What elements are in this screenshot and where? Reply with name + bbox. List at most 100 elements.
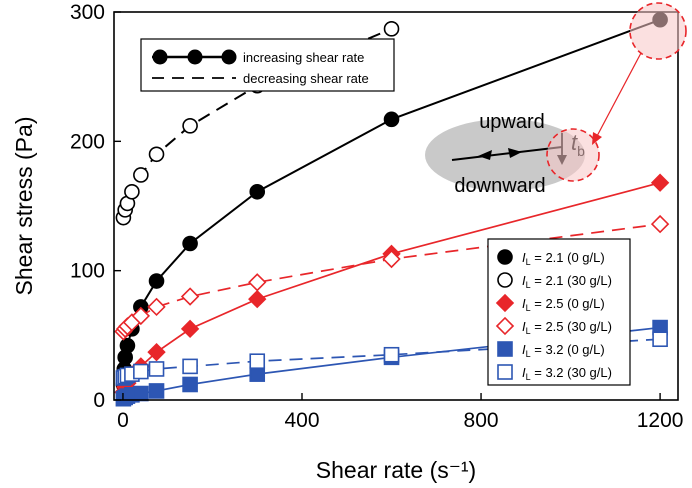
legend-label-rest: = 3.2 (0 g/L) (531, 342, 605, 357)
data-point (148, 361, 165, 377)
schematic-ellipse (425, 119, 585, 191)
legend-label-main: I (522, 342, 526, 357)
series-legend-item-6: IL = 3.2 (30 g/L) (497, 364, 612, 382)
data-point (180, 319, 200, 339)
series-legend-box (487, 238, 631, 386)
y-tick-label: 300 (70, 1, 105, 24)
series-legend-item-2: IL = 2.1 (30 g/L) (497, 272, 612, 290)
mode-legend-dot (152, 49, 168, 65)
mode-legend-dot (187, 49, 203, 65)
series-6 (115, 331, 668, 386)
x-tick-label: 0 (117, 409, 129, 432)
legend-label-sub: L (526, 257, 531, 267)
data-point (383, 346, 400, 363)
legend-marker (495, 316, 515, 336)
mode-legend-label-increasing: increasing shear rate (243, 50, 364, 65)
series-legend-item-1: IL = 2.1 (0 g/L) (497, 249, 605, 267)
data-point (382, 249, 401, 269)
series-legend: IL = 2.1 (0 g/L)IL = 2.1 (30 g/L)IL = 2.… (487, 238, 631, 386)
legend-label-rest: = 3.2 (30 g/L) (531, 365, 612, 380)
legend-label-sub: L (526, 372, 531, 382)
upward-label: upward (479, 111, 545, 133)
legend-label-rest: = 2.1 (30 g/L) (531, 273, 612, 288)
data-point (383, 111, 400, 128)
data-point (650, 214, 670, 234)
data-point (650, 173, 670, 192)
legend-label-rest: = 2.5 (30 g/L) (531, 319, 612, 334)
legend-label: IL = 3.2 (0 g/L) (522, 342, 605, 359)
data-point (119, 337, 136, 354)
zoom-connector (595, 52, 642, 139)
data-point (383, 21, 400, 37)
mode-legend: increasing shear rate decreasing shear r… (140, 38, 395, 92)
data-point (182, 358, 198, 375)
data-point (249, 353, 266, 370)
data-point (131, 306, 151, 326)
mode-legend-box (140, 38, 395, 92)
schematic-path-line (451, 146, 563, 161)
legend-marker (497, 272, 513, 288)
legend-label: IL = 2.1 (0 g/L) (522, 250, 605, 267)
legend-label: IL = 3.2 (30 g/L) (522, 365, 612, 382)
legend-label-sub: L (526, 349, 531, 359)
axis-layer: 0 400 800 1200 0 100 200 300 (70, 1, 684, 432)
legend-label: IL = 2.1 (30 g/L) (522, 273, 612, 290)
y-tick-label: 100 (70, 260, 105, 283)
y-tick-label: 0 (93, 389, 105, 412)
data-point (180, 287, 200, 306)
data-point (148, 146, 165, 163)
x-tick-label: 400 (284, 409, 319, 432)
data-point (182, 235, 198, 252)
series-legend-item-4: IL = 2.5 (30 g/L) (495, 316, 612, 336)
series-layer (114, 11, 670, 407)
zoom-arrow-icon (592, 132, 602, 145)
y-tick-label: 200 (70, 130, 105, 153)
data-point (249, 366, 266, 382)
endpoint-highlight-circle (629, 2, 687, 60)
legend-label: IL = 2.5 (30 g/L) (522, 319, 612, 336)
data-point (248, 289, 267, 309)
data-point (652, 331, 668, 348)
plot-frame (113, 11, 679, 401)
data-point (133, 363, 149, 380)
data-point (148, 383, 165, 399)
arrow-left-icon (478, 150, 492, 160)
series-legend-item-5: IL = 3.2 (0 g/L) (497, 341, 605, 359)
data-point (124, 183, 140, 200)
data-point (147, 342, 166, 362)
legend-marker (497, 341, 513, 357)
legend-label-main: I (522, 365, 526, 380)
tb-highlight-circle (546, 128, 600, 182)
data-point (248, 273, 267, 292)
legend-label-main: I (522, 250, 526, 265)
data-point (133, 167, 149, 183)
mode-legend-label-decreasing: decreasing shear rate (243, 71, 369, 86)
mode-legend-dot (221, 49, 237, 65)
legend-label-sub: L (526, 303, 531, 313)
legend-label-main: I (522, 296, 526, 311)
downward-label: downward (454, 175, 545, 197)
data-point (133, 385, 149, 402)
data-point (182, 118, 198, 134)
series-4 (114, 214, 670, 341)
legend-label-main: I (522, 319, 526, 334)
legend-label-rest: = 2.5 (0 g/L) (531, 296, 605, 311)
data-point (148, 273, 165, 289)
x-tick-label: 1200 (637, 409, 684, 432)
arrow-right-icon (508, 148, 522, 158)
data-point (147, 297, 166, 317)
legend-label-sub: L (526, 280, 531, 290)
legend-label-rest: = 2.1 (0 g/L) (531, 250, 605, 265)
y-axis-label: Shear stress (Pa) (11, 117, 37, 296)
legend-marker (497, 249, 513, 265)
legend-marker (497, 364, 513, 380)
legend-label-main: I (522, 273, 526, 288)
data-point (249, 183, 266, 200)
series-legend-item-3: IL = 2.5 (0 g/L) (495, 293, 605, 313)
legend-marker (495, 293, 515, 313)
data-point (182, 376, 198, 393)
legend-label-sub: L (526, 326, 531, 336)
legend-label: IL = 2.5 (0 g/L) (522, 296, 605, 313)
x-tick-label: 800 (464, 409, 499, 432)
